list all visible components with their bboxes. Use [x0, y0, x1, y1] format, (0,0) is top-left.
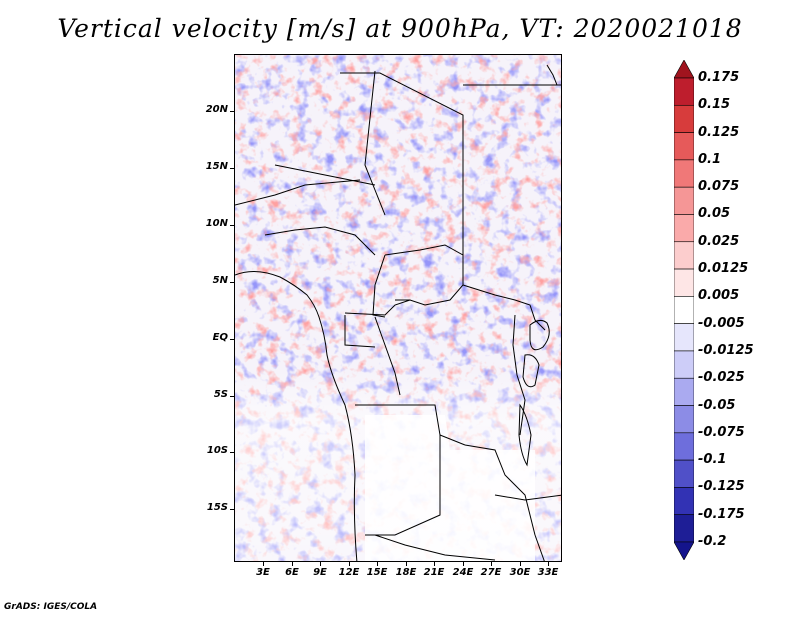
map-panel [234, 54, 562, 562]
colorbar-label: 0.005 [698, 288, 740, 304]
lon-tick [463, 562, 464, 566]
colorbar-label: 0.125 [698, 124, 740, 140]
colorbar-label: 0.15 [698, 97, 731, 113]
lat-label-10n: 10N [205, 218, 228, 229]
colorbar-cell [674, 241, 694, 270]
colorbar-label: 0.0125 [698, 261, 749, 277]
lon-tick [406, 562, 407, 566]
colorbar-cell [674, 186, 694, 215]
colorbar-label: -0.025 [698, 370, 745, 386]
lon-label-24e: 24E [452, 567, 474, 578]
colorbar [674, 60, 694, 560]
lat-tick [230, 339, 234, 340]
lat-label-20n: 20N [205, 104, 228, 115]
coastline [235, 271, 358, 561]
colorbar-cell [674, 377, 694, 406]
country-borders [235, 64, 561, 561]
colorbar-cell [674, 459, 694, 488]
lon-label-21e: 21E [423, 567, 445, 578]
colorbar-cell [674, 104, 694, 133]
colorbar-cell [674, 60, 694, 79]
colorbar-label: -0.005 [698, 315, 745, 331]
lon-tick [263, 562, 264, 566]
lat-tick [230, 111, 234, 112]
colorbar-label: -0.1 [698, 452, 727, 468]
lon-label-9e: 9E [313, 567, 327, 578]
colorbar-label: 0.075 [698, 179, 740, 195]
lat-tick [230, 168, 234, 169]
colorbar-label: 0.175 [698, 70, 740, 85]
calm-region [365, 415, 535, 561]
lat-tick [230, 396, 234, 397]
colorbar-cell [674, 323, 694, 352]
colorbar-cell [674, 77, 694, 106]
lat-tick [230, 452, 234, 453]
lon-tick [548, 562, 549, 566]
colorbar-cell [674, 132, 694, 161]
colorbar-cell [674, 350, 694, 379]
lat-label-5s: 5S [213, 389, 228, 400]
lon-tick [491, 562, 492, 566]
colorbar-cell [674, 405, 694, 434]
colorbar-cell [674, 432, 694, 461]
lat-tick [230, 225, 234, 226]
colorbar-cell [674, 214, 694, 243]
lat-label-eq: EQ [212, 332, 228, 343]
colorbar-label: -0.175 [698, 506, 745, 522]
lat-tick [230, 282, 234, 283]
lon-label-15e: 15E [366, 567, 388, 578]
lon-label-27e: 27E [480, 567, 502, 578]
lon-label-18e: 18E [395, 567, 417, 578]
lat-tick [230, 509, 234, 510]
colorbar-cell [674, 159, 694, 188]
colorbar-cell [674, 541, 694, 560]
colorbar-cell [674, 268, 694, 297]
lon-tick [377, 562, 378, 566]
colorbar-label: 0.05 [698, 206, 731, 222]
lon-label-33e: 33E [537, 567, 559, 578]
colorbar-label: -0.2 [698, 534, 727, 549]
lon-tick [349, 562, 350, 566]
lon-tick [320, 562, 321, 566]
lat-label-15n: 15N [205, 161, 228, 172]
colorbar-label: 0.1 [698, 151, 722, 167]
lon-label-3e: 3E [256, 567, 270, 578]
colorbar-label: 0.025 [698, 233, 740, 249]
colorbar-cell [674, 487, 694, 516]
lat-label-5n: 5N [212, 275, 228, 286]
lon-label-30e: 30E [509, 567, 531, 578]
lon-tick [520, 562, 521, 566]
lon-label-12e: 12E [338, 567, 360, 578]
vertical-velocity-map [235, 55, 561, 561]
colorbar-label: -0.075 [698, 424, 745, 440]
map-title: Vertical velocity [m/s] at 900hPa, VT: 2… [57, 14, 743, 43]
lon-tick [292, 562, 293, 566]
grads-credit: GrADS: IGES/COLA [4, 602, 98, 612]
colorbar-label: -0.05 [698, 397, 736, 413]
lat-label-15s: 15S [206, 502, 228, 513]
colorbar-cell [674, 514, 694, 543]
colorbar-label: -0.125 [698, 479, 745, 495]
colorbar-cell [674, 296, 694, 324]
colorbar-label: -0.0125 [698, 342, 754, 358]
lon-tick [434, 562, 435, 566]
lon-label-6e: 6E [285, 567, 299, 578]
lat-label-10s: 10S [206, 445, 228, 456]
